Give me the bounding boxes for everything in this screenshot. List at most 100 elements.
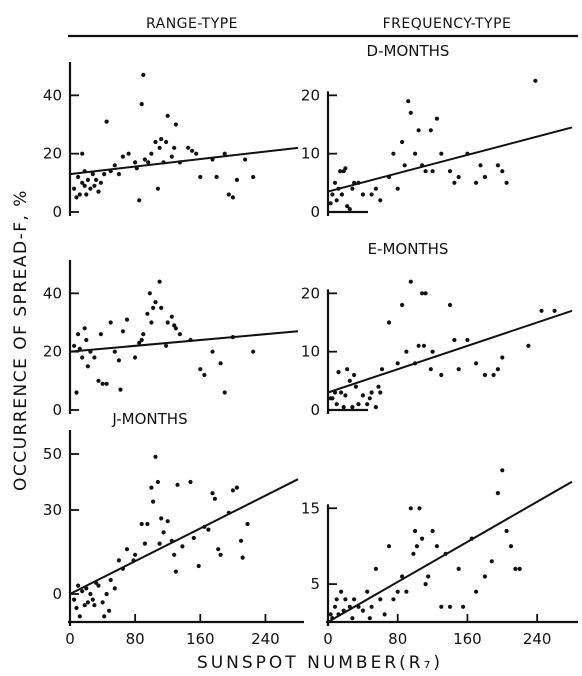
data-point bbox=[416, 128, 421, 133]
data-point bbox=[175, 482, 180, 487]
data-point bbox=[169, 538, 174, 543]
panel-title: E-MONTHS bbox=[368, 240, 449, 258]
data-point bbox=[165, 113, 170, 118]
data-point bbox=[513, 566, 518, 572]
data-point bbox=[328, 201, 333, 206]
data-point bbox=[332, 180, 338, 185]
data-point bbox=[149, 320, 154, 325]
data-point bbox=[411, 551, 416, 556]
data-point bbox=[500, 355, 505, 360]
data-point bbox=[352, 180, 357, 185]
panel-5: 0 30 50 0 80 160 240 J-MONTHS bbox=[43, 410, 304, 648]
data-point bbox=[190, 148, 195, 153]
data-point bbox=[452, 337, 457, 343]
data-point bbox=[159, 305, 164, 310]
data-point bbox=[145, 521, 150, 527]
data-point bbox=[94, 177, 99, 182]
data-point bbox=[495, 163, 500, 168]
data-point bbox=[82, 183, 87, 188]
data-point bbox=[98, 332, 103, 337]
data-point bbox=[76, 332, 81, 337]
data-point bbox=[347, 207, 352, 212]
data-point bbox=[230, 195, 235, 200]
data-point bbox=[341, 405, 346, 410]
data-point bbox=[334, 597, 339, 602]
data-point bbox=[420, 163, 425, 168]
column-title-frequency-type: FREQUENCY-TYPE bbox=[383, 16, 512, 32]
data-point bbox=[82, 603, 87, 608]
data-point bbox=[92, 603, 97, 608]
data-point bbox=[102, 172, 107, 177]
data-point bbox=[139, 521, 144, 527]
data-point bbox=[234, 485, 239, 490]
data-point bbox=[172, 552, 177, 557]
data-point bbox=[423, 582, 428, 587]
data-point bbox=[218, 552, 223, 557]
data-point bbox=[82, 169, 87, 174]
data-point bbox=[413, 361, 418, 366]
data-point bbox=[489, 559, 494, 564]
data-point bbox=[173, 569, 178, 574]
data-point bbox=[188, 479, 193, 485]
data-point bbox=[352, 372, 357, 378]
data-point bbox=[96, 189, 101, 194]
data-point bbox=[90, 172, 95, 177]
data-point bbox=[222, 390, 227, 395]
data-point bbox=[352, 597, 357, 602]
data-point bbox=[420, 536, 425, 541]
x-axis-label: SUNSPOT NUMBER(R₇) bbox=[197, 653, 443, 673]
panel-6: 5 15 0 80 160 240 bbox=[301, 468, 578, 648]
data-point bbox=[149, 485, 154, 490]
fit-line bbox=[327, 309, 573, 394]
data-point bbox=[108, 577, 113, 583]
data-point bbox=[395, 186, 400, 191]
data-point bbox=[120, 566, 125, 571]
data-point bbox=[367, 616, 372, 621]
data-point bbox=[430, 528, 435, 534]
data-point bbox=[552, 308, 557, 313]
y-tick-label: 40 bbox=[43, 86, 62, 104]
data-point bbox=[443, 551, 448, 556]
data-point bbox=[408, 279, 413, 284]
data-point bbox=[360, 192, 365, 197]
data-point bbox=[116, 558, 121, 563]
data-point bbox=[369, 192, 374, 197]
data-point bbox=[426, 574, 431, 579]
data-point bbox=[230, 488, 235, 493]
data-point bbox=[406, 99, 411, 104]
data-point bbox=[76, 174, 81, 180]
data-point bbox=[100, 381, 105, 386]
data-point bbox=[420, 291, 425, 296]
data-point bbox=[84, 337, 89, 343]
data-point bbox=[334, 402, 339, 407]
data-point bbox=[126, 151, 131, 156]
data-point bbox=[504, 528, 509, 534]
data-point bbox=[482, 174, 487, 180]
data-point bbox=[428, 367, 433, 372]
data-point bbox=[343, 597, 348, 602]
data-point bbox=[482, 574, 487, 579]
data-point bbox=[161, 160, 166, 165]
data-point bbox=[439, 604, 444, 609]
data-point bbox=[539, 308, 544, 313]
data-point bbox=[98, 180, 103, 185]
x-tick-label: 160 bbox=[186, 630, 215, 648]
data-point bbox=[137, 198, 142, 203]
data-point bbox=[328, 612, 333, 617]
data-point bbox=[72, 343, 77, 348]
column-title-range-type: RANGE-TYPE bbox=[146, 16, 238, 32]
data-point bbox=[408, 110, 413, 115]
data-point bbox=[369, 604, 374, 609]
fit-line bbox=[69, 146, 299, 176]
data-point bbox=[226, 192, 231, 197]
data-point bbox=[146, 160, 151, 165]
data-point bbox=[131, 558, 136, 563]
x-tick-label: 0 bbox=[323, 630, 333, 648]
data-point bbox=[343, 166, 348, 171]
fit-line bbox=[69, 330, 299, 353]
data-point bbox=[345, 204, 350, 209]
data-point bbox=[373, 566, 378, 572]
x-tick-label: 160 bbox=[453, 630, 482, 648]
data-point bbox=[508, 544, 514, 549]
